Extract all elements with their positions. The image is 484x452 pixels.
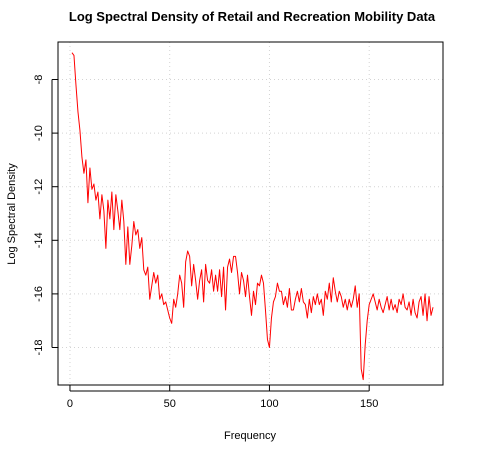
y-axis: -8 -10 -12 -14 -16 -18 [33, 75, 58, 356]
x-tick-label: 50 [164, 398, 176, 410]
y-tick-label: -18 [33, 340, 45, 356]
series-line [71, 52, 434, 381]
x-axis-label: Frequency [224, 430, 276, 442]
plot-frame [57, 41, 444, 386]
x-tick-label: 0 [67, 398, 73, 410]
x-axis: 0 50 100 150 [67, 385, 378, 410]
y-axis-label: Log Spectral Density [6, 163, 18, 265]
y-tick-label: -8 [33, 75, 45, 85]
x-tick-label: 100 [260, 398, 278, 410]
x-tick-label: 150 [360, 398, 378, 410]
y-tick-label: -12 [33, 179, 45, 195]
y-tick-label: -16 [33, 286, 45, 302]
y-tick-label: -10 [33, 125, 45, 141]
y-tick-label: -14 [33, 232, 45, 248]
grid-lines [58, 42, 443, 385]
chart-title: Log Spectral Density of Retail and Recre… [69, 9, 436, 24]
